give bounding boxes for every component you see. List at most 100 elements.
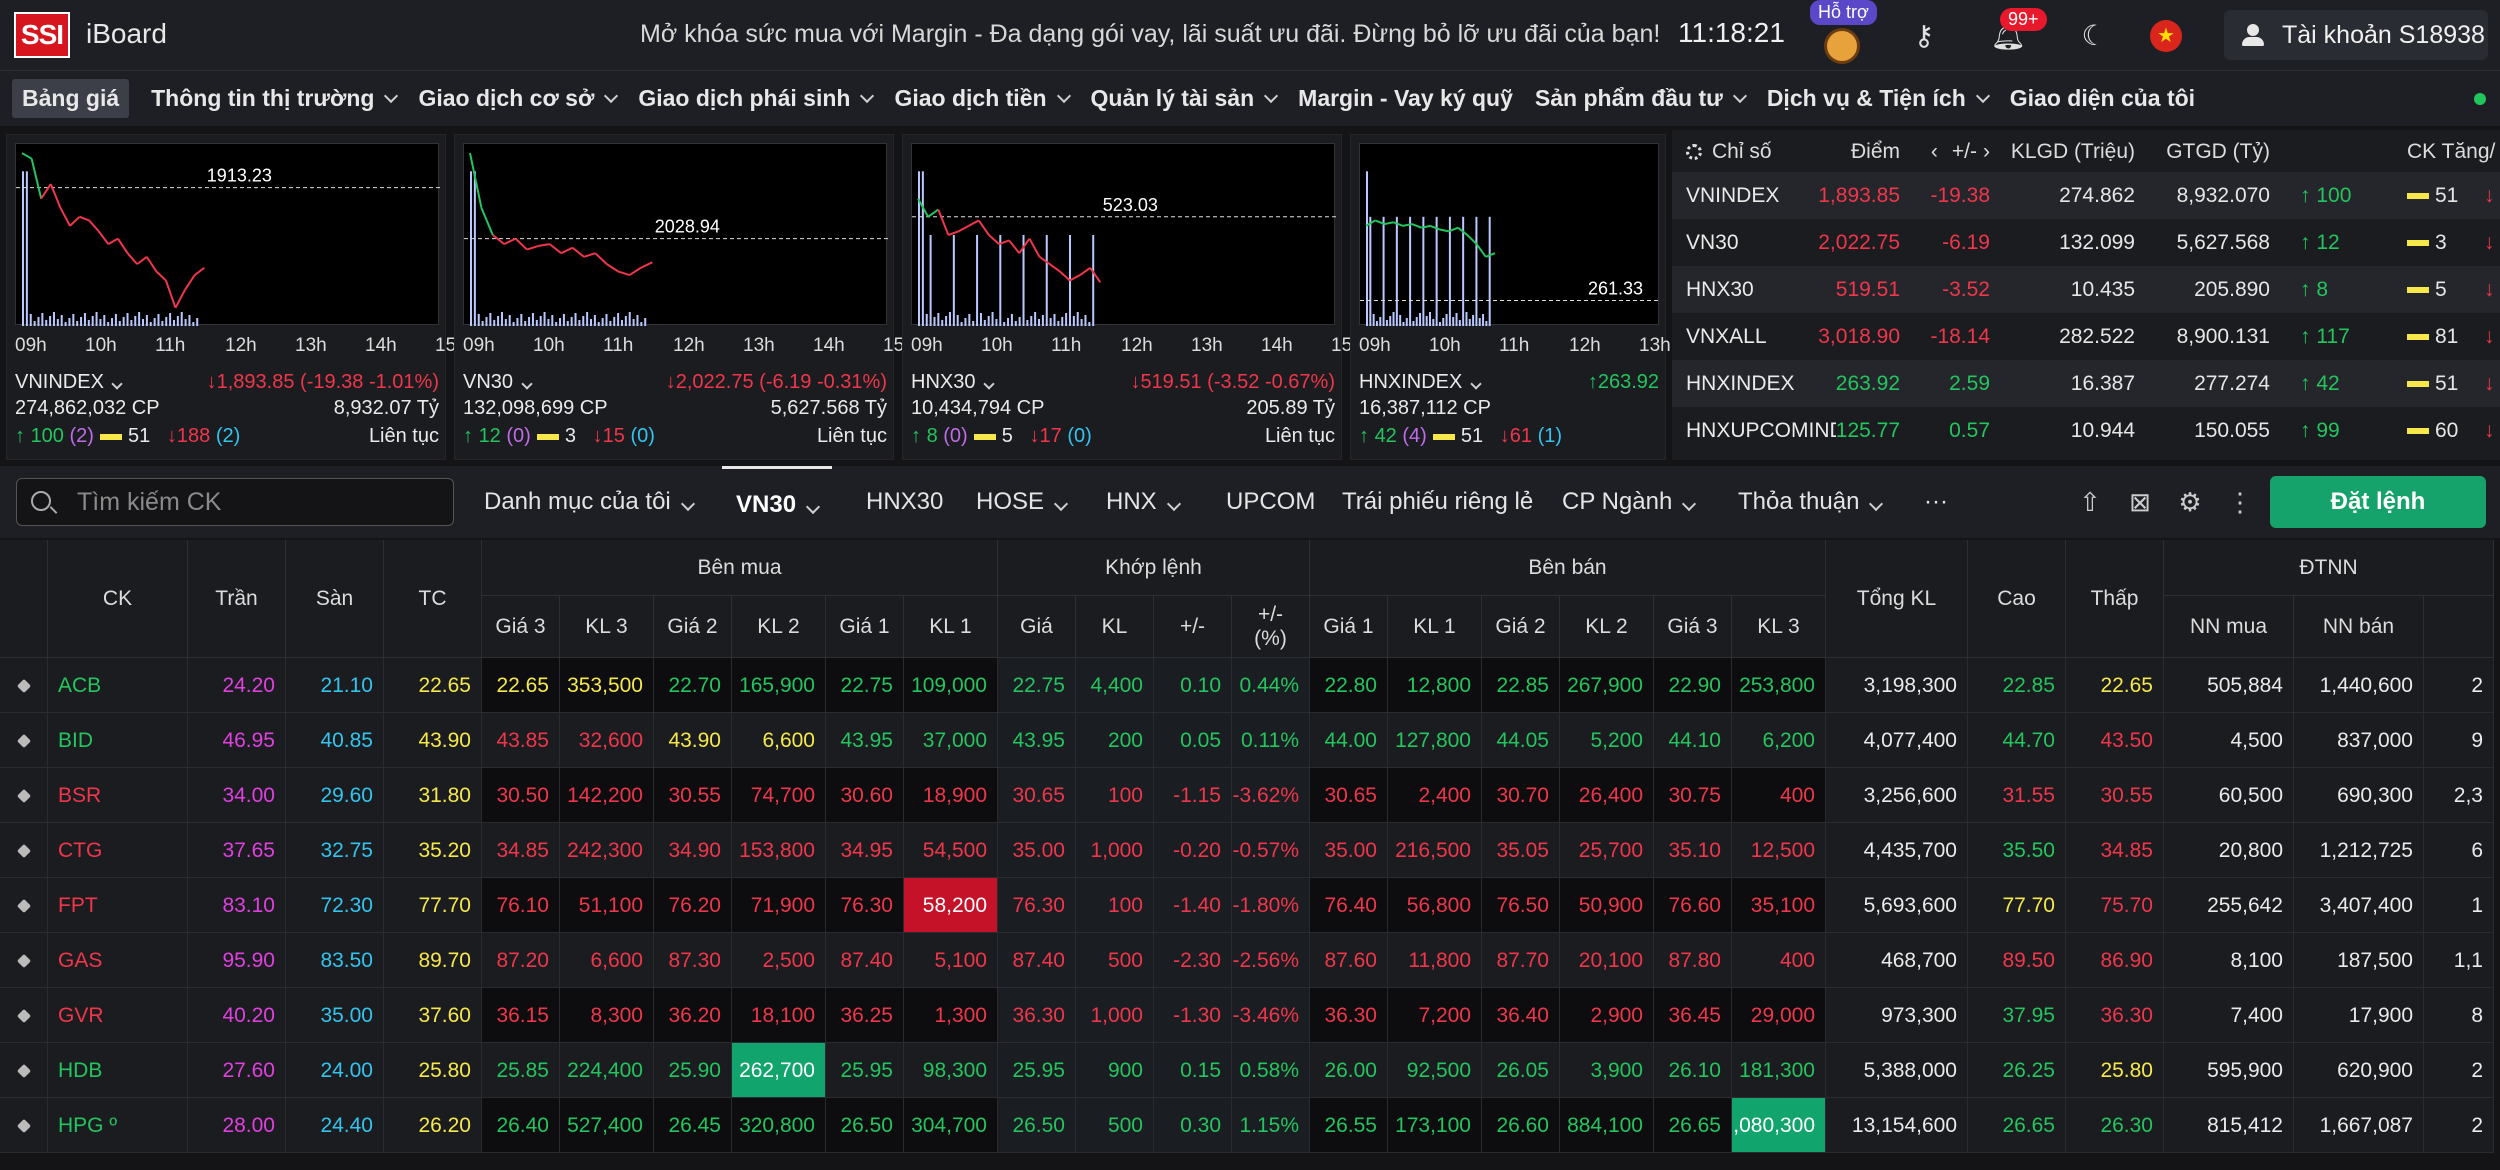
table-row[interactable]: ACB 24.20 21.10 22.65 22.65 353,500 22.70 165,9…	[0, 658, 2500, 713]
cell-floor: 83.50	[286, 933, 384, 988]
volume-bar	[995, 319, 998, 326]
nav-dich-vu-tien-ich[interactable]: Dịch vụ & Tiện ích	[1767, 85, 1990, 112]
price-line-segment	[49, 183, 62, 209]
price-line-segment	[1089, 267, 1102, 283]
index-table-row[interactable]: HNXUPCOMINDE 125.77 0.57 10.944 150.055 …	[1672, 407, 2500, 454]
table-row[interactable]: BID 46.95 40.85 43.90 43.85 32,600 43.90 6,600 4…	[0, 713, 2500, 768]
table-row[interactable]: HPG º 28.00 24.40 26.20 26.40 527,400 26.45 320…	[0, 1098, 2500, 1153]
tab-vn30[interactable]: VN30	[722, 466, 833, 538]
pin-icon[interactable]	[0, 823, 48, 878]
cell-sym[interactable]: CTG	[48, 823, 188, 878]
cell-sym[interactable]: GVR	[48, 988, 188, 1043]
table-row[interactable]: BSR 34.00 29.60 31.80 30.50 142,200 30.55 74,70…	[0, 768, 2500, 823]
moon-icon[interactable]: ☾	[2081, 20, 2107, 51]
index-table-row[interactable]: HNX30 519.51 -3.52 10.435 205.890 ↑ 8 5 …	[1672, 266, 2500, 313]
pin-icon[interactable]	[0, 658, 48, 713]
ssi-logo[interactable]: SSI	[14, 12, 70, 58]
table-row[interactable]: HDB 27.60 24.00 25.80 25.85 224,400 25.90 262,7…	[0, 1043, 2500, 1098]
vietnam-flag-icon[interactable]: ★	[2150, 20, 2182, 52]
index-panel-hnxindex[interactable]: 261.33 09h 10h 11h 12h 13h HNXINDEX ↑263.92 16,…	[1350, 134, 1671, 460]
cell-s1: 44.00	[1310, 713, 1388, 768]
tab-hnx[interactable]: HNX	[1106, 466, 1181, 538]
tab-hnx30[interactable]: HNX30	[866, 488, 944, 515]
nav-san-pham-dau-tu[interactable]: Sản phẩm đầu tư	[1535, 85, 1747, 112]
index-table-row[interactable]: VNXALL 3,018.90 -18.14 282.522 8,900.131…	[1672, 313, 2500, 360]
volume-bar	[636, 315, 639, 326]
index-settings[interactable]: Chỉ số	[1686, 140, 1772, 164]
index-panel-vnindex[interactable]: 1913.23 09h 10h 11h 12h 13h 14h 15h VNINDEX ↓1,8…	[6, 134, 467, 460]
tab-danh-muc[interactable]: Danh mục của tôi	[484, 466, 695, 538]
cell-sym[interactable]: BSR	[48, 768, 188, 823]
key-icon[interactable]: ⚷	[1913, 20, 1935, 51]
place-order-button[interactable]: Đặt lệnh	[2270, 476, 2486, 528]
arrow-up-icon[interactable]: ⇧	[2079, 487, 2101, 517]
more-vertical-icon[interactable]: ⋮	[2227, 487, 2253, 517]
cell-sym[interactable]: HDB	[48, 1043, 188, 1098]
index-name[interactable]: HNX30	[911, 371, 995, 394]
index-name[interactable]: VN30	[463, 371, 533, 394]
cell-sym[interactable]: BID	[48, 713, 188, 768]
pin-icon[interactable]	[0, 933, 48, 988]
promo-banner[interactable]: Mở khóa sức mua với Margin - Đa dạng gói…	[640, 20, 1661, 48]
tab-hose[interactable]: HOSE	[976, 466, 1069, 538]
volume-bar	[83, 313, 86, 326]
search-input[interactable]	[77, 485, 437, 519]
volume-bar	[1452, 317, 1455, 326]
cell-room: 1,1	[2424, 933, 2494, 988]
cell-bv2: 18,100	[732, 988, 826, 1043]
support-button[interactable]: Hỗ trợ	[1810, 0, 1877, 70]
table-row[interactable]: FPT 83.10 72.30 77.70 76.10 51,100 76.20 71,900…	[0, 878, 2500, 933]
pin-icon[interactable]	[0, 878, 48, 933]
index-name[interactable]: HNXINDEX	[1359, 371, 1482, 394]
volume-bar	[991, 312, 994, 326]
price-line-segment	[503, 237, 517, 246]
cell-sym[interactable]: FPT	[48, 878, 188, 933]
pin-icon[interactable]	[0, 1098, 48, 1153]
tab-thoa-thuan[interactable]: Thỏa thuận	[1738, 466, 1884, 538]
nav-giao-dich-tien[interactable]: Giao dịch tiền	[894, 85, 1071, 112]
tab-upcom[interactable]: UPCOM	[1226, 488, 1316, 515]
index-table-row[interactable]: VN30 2,022.75 -6.19 132.099 5,627.568 ↑ …	[1672, 219, 2500, 266]
price-line-segment	[97, 230, 110, 245]
cell-ceil: 34.00	[188, 768, 286, 823]
time-tick: 09h	[911, 335, 943, 356]
cell-ref: 31.80	[384, 768, 482, 823]
index-panel-hnx30[interactable]: 523.03 09h 10h 11h 12h 13h 14h 15h HNX30 ↓519.51…	[902, 134, 1363, 460]
cell-sym[interactable]: HPG º	[48, 1098, 188, 1153]
nav-bang-gia[interactable]: Bảng giá	[12, 79, 130, 118]
cell-b1: 36.25	[826, 988, 904, 1043]
cell-sym[interactable]: ACB	[48, 658, 188, 713]
account-button[interactable]: Tài khoản S18938	[2224, 10, 2488, 60]
pin-icon[interactable]	[0, 988, 48, 1043]
index-name[interactable]: VNINDEX	[15, 371, 124, 394]
nav-giao-dien-cua-toi[interactable]: Giao diện của tôi	[2009, 85, 2196, 111]
more-tabs-button[interactable]: ···	[1924, 488, 1948, 515]
nav-giao-dich-co-so[interactable]: Giao dịch cơ sở	[418, 85, 619, 112]
volume-bar	[508, 315, 511, 326]
table-row[interactable]: GAS 95.90 83.50 89.70 87.20 6,600 87.30 2,500 87…	[0, 933, 2500, 988]
pin-icon[interactable]	[0, 713, 48, 768]
nav-margin[interactable]: Margin - Vay ký quỹ	[1298, 85, 1513, 111]
nav-thong-tin-thi-truong[interactable]: Thông tin thị trường	[151, 85, 399, 112]
index-table-row[interactable]: VNINDEX 1,893.85 -19.38 274.862 8,932.07…	[1672, 172, 2500, 219]
volume-bar	[477, 314, 480, 326]
volume-bar	[1366, 171, 1368, 326]
nav-giao-dich-phai-sinh[interactable]: Giao dịch phái sinh	[638, 85, 875, 112]
table-row[interactable]: GVR 40.20 35.00 37.60 36.15 8,300 36.20 18,100 3…	[0, 988, 2500, 1043]
tab-cp-nganh[interactable]: CP Ngành	[1562, 466, 1697, 538]
index-breadth: ↑ 100 (2) 51 ↓188 (2)	[15, 425, 241, 447]
tab-trai-phieu[interactable]: Trái phiếu riêng lẻ	[1342, 488, 1534, 515]
nav-quan-ly-tai-san[interactable]: Quản lý tài sản	[1091, 85, 1279, 112]
cell-sym[interactable]: GAS	[48, 933, 188, 988]
gear-icon[interactable]: ⚙	[2178, 487, 2202, 517]
cell-nnb: 595,900	[2164, 1043, 2294, 1098]
cell-bv2: 165,900	[732, 658, 826, 713]
stock-search[interactable]	[16, 478, 454, 526]
excel-export-icon[interactable]: ⊠	[2129, 487, 2151, 517]
table-row[interactable]: CTG 37.65 32.75 35.20 34.85 242,300 34.90 153,8…	[0, 823, 2500, 878]
pin-icon[interactable]	[0, 768, 48, 823]
index-table-row[interactable]: HNXINDEX 263.92 2.59 16.387 277.274 ↑ 42…	[1672, 360, 2500, 407]
pin-icon[interactable]	[0, 1043, 48, 1098]
col-header-sv3: KL 3	[1732, 596, 1826, 658]
index-panel-vn30[interactable]: 2028.94 09h 10h 11h 12h 13h 14h 15h VN30 ↓2,022.…	[454, 134, 915, 460]
